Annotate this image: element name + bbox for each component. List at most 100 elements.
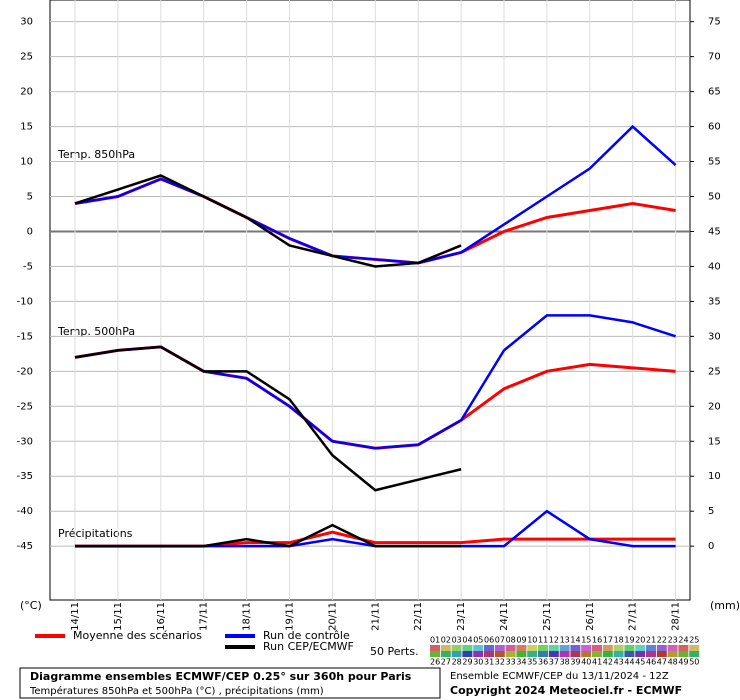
perturbation-swatch: [581, 645, 592, 651]
perturbation-label: 30: [473, 658, 483, 667]
perturbation-label: 10: [527, 636, 537, 645]
x-tick-label: 17/11: [199, 602, 210, 631]
perturbation-swatch: [462, 651, 473, 657]
perturbation-swatch: [656, 651, 667, 657]
x-tick-label: 23/11: [456, 602, 467, 631]
plot-frame: [49, 0, 691, 601]
perturbation-swatch: [548, 645, 559, 651]
perturbation-swatch: [592, 651, 602, 657]
annotation: Précipitations: [58, 527, 133, 540]
y-tick-label: -5: [23, 261, 33, 272]
y2-tick-label: 20: [708, 401, 721, 412]
perturbation-label: 04: [462, 636, 472, 645]
perturbation-label: 45: [635, 658, 645, 667]
annotation: Temp. 500hPa: [57, 325, 135, 338]
y2-tick-label: 15: [708, 436, 721, 447]
perturbation-swatch: [678, 651, 689, 657]
series-line: [74, 174, 462, 268]
perturbation-swatch: [451, 651, 462, 657]
x-tick-label: 22/11: [413, 602, 424, 631]
perturbation-swatch: [613, 651, 624, 657]
y-label: (°C): [20, 599, 42, 612]
perturbation-label: 11: [538, 636, 548, 645]
y2-tick-label: 55: [708, 157, 721, 168]
chart-subtitle: Températures 850hPa et 500hPa (°C) , pré…: [29, 685, 324, 697]
perturbation-label: 28: [452, 658, 462, 667]
perturbation-swatch: [516, 651, 527, 657]
perturbation-swatch: [678, 645, 689, 651]
perturbation-swatch: [538, 651, 548, 657]
perturbation-label: 15: [581, 636, 591, 645]
legend-label: Run de contrôle: [263, 629, 350, 642]
perturbation-swatch: [646, 645, 656, 651]
perturbation-swatch: [667, 651, 678, 657]
perturbation-label: 34: [516, 658, 526, 667]
perturbation-label: 21: [646, 636, 656, 645]
perturbation-label: 33: [506, 658, 516, 667]
perturbation-swatch: [689, 645, 700, 651]
perturbation-label: 13: [560, 636, 570, 645]
x-tick-label: 20/11: [327, 602, 338, 631]
perturbations-label: 50 Perts.: [370, 645, 419, 658]
x-tick-label: 18/11: [242, 602, 253, 631]
perturbation-swatch: [451, 645, 462, 651]
perturbation-swatch: [484, 645, 494, 651]
title-box: [19, 667, 441, 699]
perturbation-swatch: [602, 645, 613, 651]
x-tick-label: 28/11: [671, 602, 682, 631]
perturbation-swatch: [635, 651, 646, 657]
perturbation-swatch: [624, 645, 635, 651]
x-tick-label: 14/11: [70, 602, 81, 631]
perturbation-label: 24: [678, 636, 688, 645]
perturbation-swatch: [559, 645, 570, 651]
y2-tick-label: 5: [708, 506, 714, 517]
x-tick-label: 24/11: [499, 602, 510, 631]
perturbation-swatch: [473, 651, 484, 657]
y2-label: (mm): [710, 599, 740, 612]
x-tick-label: 16/11: [156, 602, 167, 631]
y2-tick-label: 25: [708, 366, 721, 377]
perturbation-swatch: [440, 645, 451, 651]
y2-tick-label: 10: [708, 471, 721, 482]
perturbation-label: 07: [495, 636, 505, 645]
perturbation-label: 16: [592, 636, 602, 645]
y2-tick-label: 45: [708, 226, 721, 237]
y-tick-label: 25: [20, 52, 33, 63]
copyright: Copyright 2024 Meteociel.fr - ECMWF: [450, 684, 682, 697]
y-tick-label: -25: [17, 401, 33, 412]
perturbation-label: 38: [560, 658, 570, 667]
x-tick-label: 26/11: [585, 602, 596, 631]
y2-tick-label: 0: [708, 541, 714, 552]
y-tick-label: -10: [17, 296, 33, 307]
y2-tick-label: 30: [708, 331, 721, 342]
y-tick-label: -40: [17, 506, 33, 517]
perturbation-label: 44: [624, 658, 634, 667]
perturbation-swatch: [624, 651, 635, 657]
perturbation-label: 22: [657, 636, 667, 645]
annotation: Temp. 850hPa: [57, 148, 135, 161]
y2-tick-label: 35: [708, 296, 721, 307]
perturbation-swatch: [494, 651, 505, 657]
legend-label: Moyenne des scénarios: [73, 629, 202, 642]
perturbation-label: 09: [516, 636, 526, 645]
perturbation-swatch: [494, 645, 505, 651]
y-tick-label: -35: [17, 471, 33, 482]
perturbation-label: 03: [452, 636, 462, 645]
perturbation-label: 12: [549, 636, 559, 645]
perturbation-swatch: [527, 645, 538, 651]
perturbation-label: 23: [668, 636, 678, 645]
perturbation-label: 50: [689, 658, 699, 667]
y-tick-label: -20: [17, 366, 33, 377]
perturbation-swatch: [440, 651, 451, 657]
perturbation-swatch: [516, 645, 527, 651]
perturbation-label: 18: [614, 636, 624, 645]
perturbation-swatch: [430, 651, 440, 657]
x-tick-label: 15/11: [113, 602, 124, 631]
perturbation-swatch: [635, 645, 646, 651]
perturbation-swatch: [602, 651, 613, 657]
perturbation-swatch: [473, 645, 484, 651]
y2-tick-label: 60: [708, 122, 721, 133]
perturbation-label: 49: [678, 658, 688, 667]
perturbation-label: 27: [441, 658, 451, 667]
perturbation-label: 47: [657, 658, 667, 667]
